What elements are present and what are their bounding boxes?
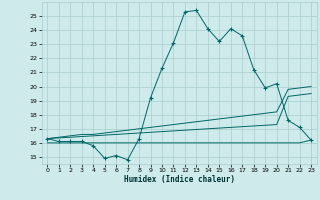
- X-axis label: Humidex (Indice chaleur): Humidex (Indice chaleur): [124, 175, 235, 184]
